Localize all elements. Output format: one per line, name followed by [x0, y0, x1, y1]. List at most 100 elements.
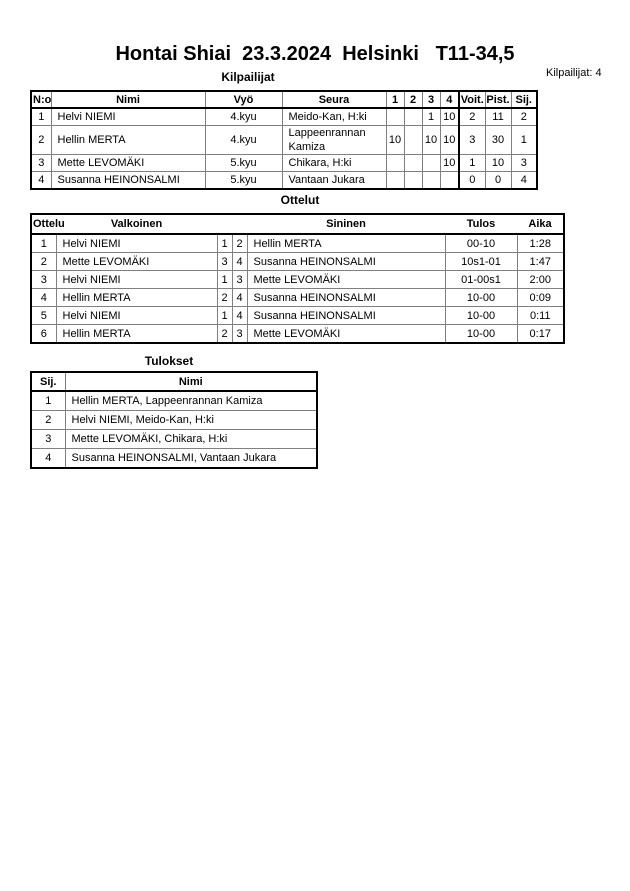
cell-points: 0: [484, 171, 512, 190]
cell-round1: [385, 171, 405, 190]
cell-belt: 4.kyu: [204, 107, 283, 126]
cell-name: Hellin MERTA: [50, 125, 206, 155]
cell-wins: 2: [458, 107, 486, 126]
cell-match-no: 6: [30, 324, 57, 344]
cell-no: 4: [30, 171, 52, 190]
cell-blue-name: Mette LEVOMÄKI: [246, 324, 446, 344]
cell-wins: 0: [458, 171, 486, 190]
results-section-heading: Tulokset: [144, 354, 194, 368]
cell-result: 10-00: [444, 306, 518, 325]
col-header-round2: 2: [403, 90, 423, 109]
col-header-spacer: [217, 213, 232, 235]
cell-round3: [421, 171, 441, 190]
col-header-round4: 4: [439, 90, 460, 109]
cell-round2: [403, 125, 423, 155]
cell-name: Susanna HEINONSALMI: [50, 171, 206, 190]
cell-round2: [403, 107, 423, 126]
cell-result: 00-10: [444, 233, 518, 253]
cell-rank: 3: [30, 429, 66, 449]
cell-wins: 3: [458, 125, 486, 155]
col-header-time: Aika: [517, 213, 564, 235]
cell-rank: 1: [510, 125, 538, 155]
cell-round3: 10: [421, 125, 441, 155]
cell-result: 10-00: [444, 288, 518, 307]
cell-white-name: Helvi NIEMI: [55, 233, 218, 253]
cell-match-no: 5: [30, 306, 57, 325]
cell-time: 0:17: [516, 324, 565, 344]
match-row: 2 Mette LEVOMÄKI 3 4 Susanna HEINONSALMI…: [30, 252, 565, 271]
cell-name: Hellin MERTA, Lappeenrannan Kamiza: [64, 390, 318, 411]
cell-round1: [385, 107, 405, 126]
cell-belt: 5.kyu: [204, 154, 283, 172]
cell-belt: 4.kyu: [204, 125, 283, 155]
cell-white-name: Helvi NIEMI: [55, 306, 218, 325]
cell-blue-no: 2: [231, 233, 248, 253]
cell-white-no: 1: [216, 233, 233, 253]
cell-no: 3: [30, 154, 52, 172]
result-row: 3 Mette LEVOMÄKI, Chikara, H:ki: [30, 429, 318, 449]
cell-white-no: 2: [216, 324, 233, 344]
col-header-match-no: Ottelu: [31, 213, 65, 235]
page-title: Hontai Shiai 23.3.2024 Helsinki T11-34,5: [115, 43, 515, 65]
cell-rank: 4: [30, 448, 66, 469]
matches-section-heading: Ottelut: [280, 193, 320, 207]
competitors-count-label: Kilpailijat: 4: [546, 67, 602, 79]
competitors-header-row: N:o Nimi Vyö Seura 1 2 3 4 Voit. Pist. S…: [30, 90, 538, 109]
col-header-rank: Sij.: [510, 90, 538, 109]
cell-blue-name: Susanna HEINONSALMI: [246, 252, 446, 271]
cell-round1: [385, 154, 405, 172]
match-row: 1 Helvi NIEMI 1 2 Hellin MERTA 00-10 1:2…: [30, 233, 565, 253]
matches-table: Ottelu Valkoinen Sininen Tulos Aika 1 He…: [30, 213, 565, 344]
cell-blue-name: Susanna HEINONSALMI: [246, 288, 446, 307]
col-header-white: Valkoinen: [56, 213, 217, 235]
cell-rank: 4: [510, 171, 538, 190]
result-row: 2 Helvi NIEMI, Meido-Kan, H:ki: [30, 410, 318, 430]
col-header-no: N:o: [30, 90, 52, 109]
cell-time: 0:11: [516, 306, 565, 325]
cell-round2: [403, 154, 423, 172]
cell-blue-name: Susanna HEINONSALMI: [246, 306, 446, 325]
match-row: 3 Helvi NIEMI 1 3 Mette LEVOMÄKI 01-00s1…: [30, 270, 565, 289]
cell-round4: 10: [439, 154, 460, 172]
cell-wins: 1: [458, 154, 486, 172]
competitor-row: 2 Hellin MERTA 4.kyu Lappeenrannan Kamiz…: [30, 125, 538, 155]
cell-white-no: 2: [216, 288, 233, 307]
cell-points: 10: [484, 154, 512, 172]
cell-rank: 3: [510, 154, 538, 172]
col-header-wins: Voit.: [458, 90, 486, 109]
cell-no: 1: [30, 107, 52, 126]
cell-name: Mette LEVOMÄKI: [50, 154, 206, 172]
cell-points: 11: [484, 107, 512, 126]
result-row: 4 Susanna HEINONSALMI, Vantaan Jukara: [30, 448, 318, 469]
cell-round4: 10: [439, 107, 460, 126]
col-header-belt: Vyö: [204, 90, 283, 109]
cell-round2: [403, 171, 423, 190]
match-row: 6 Hellin MERTA 2 3 Mette LEVOMÄKI 10-00 …: [30, 324, 565, 344]
cell-round3: 1: [421, 107, 441, 126]
cell-blue-no: 4: [231, 306, 248, 325]
cell-club: Lappeenrannan Kamiza: [281, 125, 387, 155]
cell-white-name: Hellin MERTA: [55, 288, 218, 307]
col-header-spacer: [232, 213, 247, 235]
cell-club: Chikara, H:ki: [281, 154, 387, 172]
competitors-table: N:o Nimi Vyö Seura 1 2 3 4 Voit. Pist. S…: [30, 90, 538, 190]
competitors-section-heading: Kilpailijat: [221, 70, 275, 84]
col-header-club: Seura: [281, 90, 387, 109]
cell-rank: 2: [30, 410, 66, 430]
col-header-name: Nimi: [50, 90, 206, 109]
cell-blue-name: Mette LEVOMÄKI: [246, 270, 446, 289]
cell-name: Susanna HEINONSALMI, Vantaan Jukara: [64, 448, 318, 469]
competitor-row: 1 Helvi NIEMI 4.kyu Meido-Kan, H:ki 1 10…: [30, 107, 538, 126]
cell-match-no: 1: [30, 233, 57, 253]
col-header-round3: 3: [421, 90, 441, 109]
cell-club: Meido-Kan, H:ki: [281, 107, 387, 126]
cell-white-no: 1: [216, 306, 233, 325]
cell-blue-no: 3: [231, 324, 248, 344]
matches-header-row: Ottelu Valkoinen Sininen Tulos Aika: [31, 213, 564, 235]
cell-club: Vantaan Jukara: [281, 171, 387, 190]
cell-time: 1:47: [516, 252, 565, 271]
cell-blue-no: 4: [231, 252, 248, 271]
cell-white-name: Helvi NIEMI: [55, 270, 218, 289]
cell-blue-no: 4: [231, 288, 248, 307]
